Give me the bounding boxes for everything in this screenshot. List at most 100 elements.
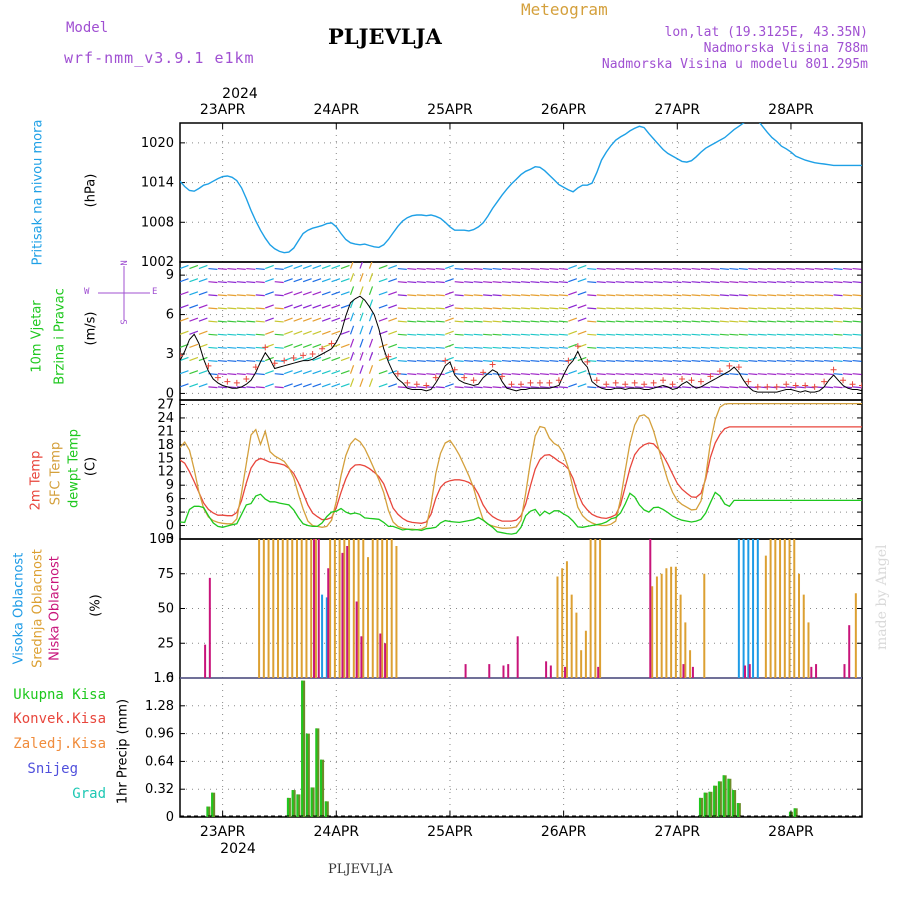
wind-arrow xyxy=(615,281,625,284)
wind-arrow xyxy=(634,359,644,362)
wind-arrow xyxy=(824,307,834,310)
wind-arrow xyxy=(255,333,265,336)
bottom-day-label: 23APR xyxy=(200,824,246,840)
temp-line-2 xyxy=(180,491,862,535)
wind-arrow xyxy=(558,333,568,336)
wind-arrow xyxy=(606,386,616,389)
wind-arrow xyxy=(805,281,815,284)
wind-gust-marker xyxy=(413,381,420,388)
wind-arrow xyxy=(625,281,635,284)
wind-arrow xyxy=(368,262,373,269)
temp-ytick-label: 9 xyxy=(166,478,174,493)
wind-arrow xyxy=(615,307,625,310)
wind-gust-marker xyxy=(584,358,591,365)
wind-arrow xyxy=(767,294,777,297)
wind-arrow xyxy=(776,320,786,323)
wind-arrow xyxy=(558,281,568,284)
wind-arrow xyxy=(321,317,331,322)
wind-arrow xyxy=(729,386,739,389)
wind-arrow xyxy=(368,299,374,309)
wind-arrow xyxy=(625,386,635,389)
wind-arrow xyxy=(445,356,454,362)
wind-arrow xyxy=(283,317,293,322)
wind-arrow xyxy=(710,294,720,297)
wind-arrow xyxy=(757,307,767,310)
wind-gust-marker xyxy=(612,379,619,386)
cloud-ytick-label: 25 xyxy=(157,636,174,651)
legend-frz-precip: Zaledj.Kisa xyxy=(13,736,106,752)
wind-arrow xyxy=(492,281,502,284)
wind-arrow xyxy=(483,359,493,362)
bottom-day-label: 24APR xyxy=(314,824,360,840)
wind-arrow xyxy=(729,333,739,336)
precip-bar-total xyxy=(708,791,711,817)
wind-arrow xyxy=(729,267,739,270)
wind-arrow xyxy=(672,359,682,362)
wind-arrow xyxy=(283,370,293,375)
wind-arrow xyxy=(520,333,531,336)
wind-arrow xyxy=(549,373,559,376)
wind-ytick-label: 3 xyxy=(166,347,174,362)
pressure-ytick-label: 1014 xyxy=(141,176,174,191)
wind-arrow xyxy=(539,373,549,376)
wind-gust-marker xyxy=(716,368,723,375)
wind-arrow xyxy=(283,291,293,296)
wind-arrow xyxy=(274,386,284,389)
wind-arrow xyxy=(767,373,777,376)
wind-arrow xyxy=(502,359,512,362)
wind-arrow xyxy=(558,386,568,389)
wind-gust-marker xyxy=(726,362,733,369)
wind-gust-marker xyxy=(527,379,534,386)
wind-arrow xyxy=(663,373,673,376)
wind-arrow xyxy=(445,291,454,296)
wind-arrow xyxy=(530,267,540,270)
wind-gust-marker xyxy=(252,364,259,371)
wind-arrow xyxy=(549,281,559,284)
wind-arrow xyxy=(492,267,502,270)
wind-arrow xyxy=(748,294,758,297)
wind-arrow xyxy=(814,281,824,284)
wind-arrow xyxy=(568,291,578,296)
wind-gust-marker xyxy=(849,381,856,388)
wind-arrow xyxy=(473,373,483,376)
page-title: PLJEVLJA xyxy=(328,24,442,49)
wind-ytick-label: 9 xyxy=(166,268,174,283)
wind-arrow xyxy=(378,278,388,283)
precip-bar-total xyxy=(713,785,716,817)
wind-arrow xyxy=(577,304,587,309)
wind-arrow xyxy=(625,294,635,297)
wind-arrow xyxy=(814,373,824,376)
wind-arrow xyxy=(558,359,568,362)
wind-arrow xyxy=(852,359,862,362)
temp-ytick-label: 3 xyxy=(166,505,174,520)
wind-arrow xyxy=(502,281,512,284)
precip-ytick-label: 1.6 xyxy=(153,671,174,686)
wind-arrow xyxy=(663,359,673,362)
wind-arrow xyxy=(729,281,739,284)
wind-arrow xyxy=(644,373,654,376)
wind-arrow xyxy=(786,320,796,323)
wind-gust-marker xyxy=(281,357,288,364)
wind-arrow xyxy=(824,294,834,297)
wind-arrow xyxy=(464,373,474,376)
wind-arrow xyxy=(483,294,493,297)
wind-arrow xyxy=(483,346,493,349)
wind-arrow xyxy=(511,281,521,284)
wind-arrow xyxy=(473,359,483,362)
wind-arrow xyxy=(502,294,512,297)
bottom-day-label: 26APR xyxy=(541,824,587,840)
wind-arrow xyxy=(691,359,701,362)
wind-arrow xyxy=(795,320,805,323)
wind-arrow xyxy=(539,346,549,349)
wind-arrow xyxy=(767,267,777,270)
wind-arrow xyxy=(805,294,815,297)
wind-arrow xyxy=(368,312,374,322)
wind-arrow xyxy=(568,370,578,375)
wind-arrow xyxy=(454,294,464,297)
precip-bar-total xyxy=(788,811,791,817)
wind-arrow xyxy=(691,333,701,336)
wind-arrow xyxy=(719,320,729,323)
wind-arrow xyxy=(435,320,445,323)
wind-arrow xyxy=(454,386,464,389)
wind-arrow xyxy=(776,281,786,284)
